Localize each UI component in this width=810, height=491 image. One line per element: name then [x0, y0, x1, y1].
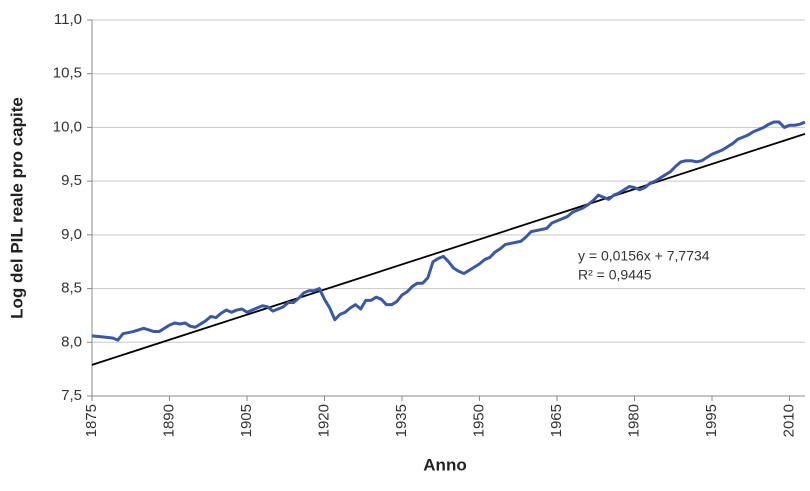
x-tick-label: 1995	[703, 404, 720, 437]
y-tick-label: 7,5	[61, 387, 82, 404]
y-tick-label: 10,5	[53, 65, 82, 82]
x-tick-label: 1875	[83, 404, 100, 437]
equation: y = 0,0156x + 7,7734	[578, 248, 710, 264]
y-axis-title: Log del PIL reale pro capite	[7, 97, 26, 319]
x-tick-label: 2010	[780, 404, 797, 437]
x-tick-label: 1935	[393, 404, 410, 437]
y-tick-label: 8,5	[61, 280, 82, 297]
x-tick-label: 1905	[238, 404, 255, 437]
r-squared: R² = 0,9445	[578, 267, 652, 283]
x-tick-label: 1950	[470, 404, 487, 437]
x-axis-title: Anno	[423, 455, 466, 474]
y-tick-label: 9,5	[61, 172, 82, 189]
y-tick-label: 8,0	[61, 333, 82, 350]
x-tick-label: 1890	[160, 404, 177, 437]
y-tick-label: 9,0	[61, 226, 82, 243]
y-tick-label: 10,0	[53, 118, 82, 135]
x-tick-label: 1980	[625, 404, 642, 437]
trend-line	[91, 133, 806, 366]
y-tick-label: 11,0	[54, 11, 82, 28]
data-line	[91, 120, 806, 342]
x-tick-label: 1920	[315, 404, 332, 437]
x-tick-label: 1965	[548, 404, 565, 437]
